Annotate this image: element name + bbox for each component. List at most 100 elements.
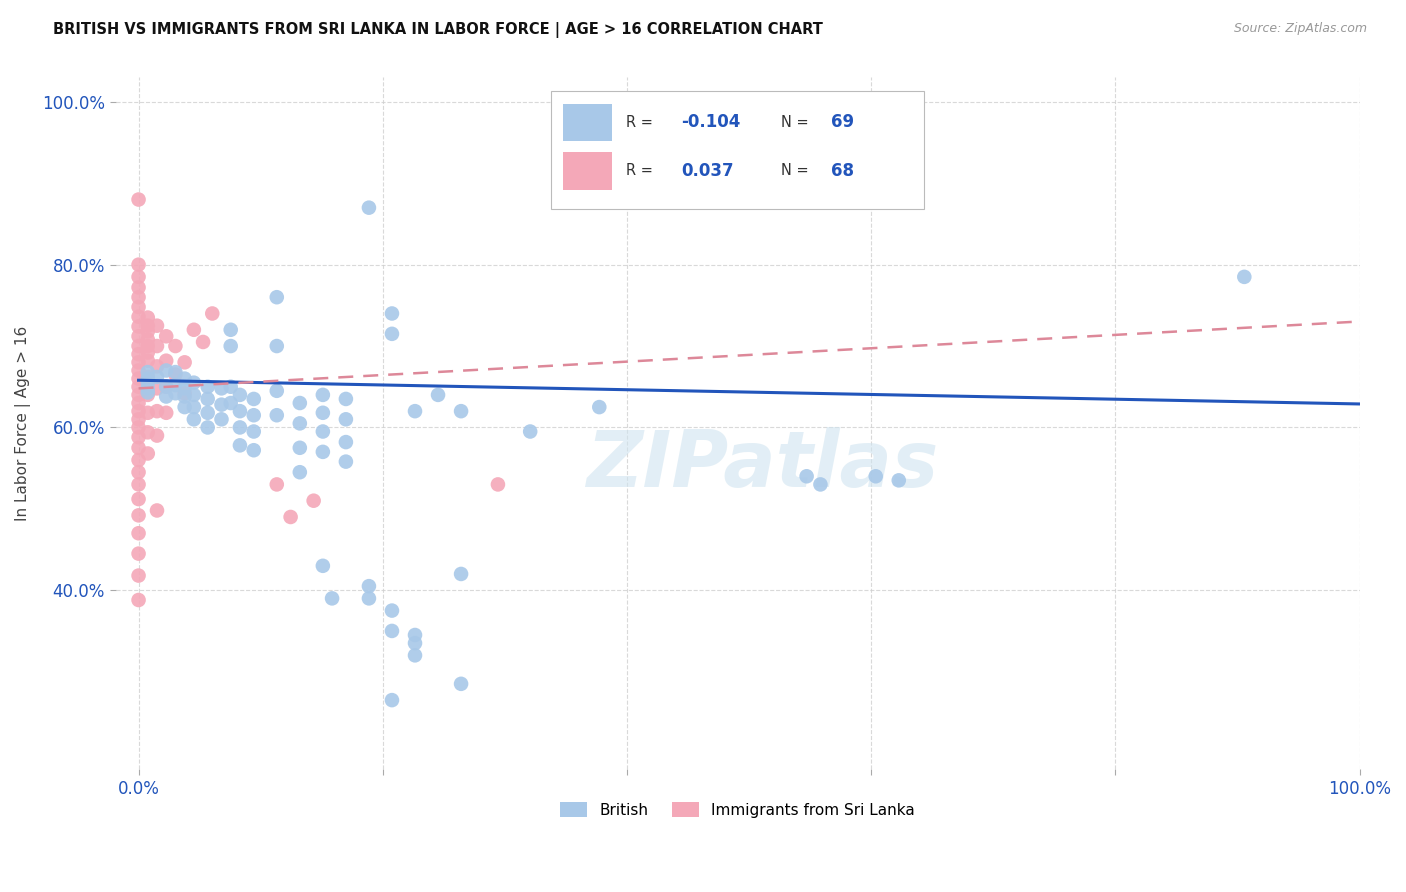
Text: N =: N = [782, 163, 813, 178]
Point [404, 404, 426, 418]
Point [146, 318, 169, 333]
Point [183, 376, 205, 390]
Point [128, 396, 150, 410]
Point [155, 353, 177, 368]
Point [197, 420, 219, 434]
Point [266, 409, 288, 423]
Point [128, 371, 150, 385]
Point [128, 404, 150, 418]
Point [357, 591, 380, 606]
Point [335, 392, 357, 406]
Point [173, 381, 195, 395]
FancyBboxPatch shape [564, 103, 612, 141]
Point [865, 469, 887, 483]
Point [588, 400, 610, 414]
Point [197, 392, 219, 406]
Point [136, 339, 159, 353]
Point [173, 386, 195, 401]
Point [266, 339, 288, 353]
Point [229, 404, 252, 418]
Legend: British, Immigrants from Sri Lanka: British, Immigrants from Sri Lanka [554, 796, 921, 824]
Point [357, 579, 380, 593]
Y-axis label: In Labor Force | Age > 16: In Labor Force | Age > 16 [15, 326, 31, 521]
Text: 68: 68 [831, 161, 853, 180]
Point [128, 193, 150, 207]
Point [357, 201, 380, 215]
Point [165, 386, 187, 401]
Point [796, 469, 818, 483]
Point [427, 388, 450, 402]
Point [155, 363, 177, 377]
Point [219, 323, 242, 337]
Point [155, 380, 177, 394]
Point [128, 300, 150, 314]
Text: R =: R = [626, 163, 657, 178]
Point [128, 547, 150, 561]
Point [128, 355, 150, 369]
Point [173, 355, 195, 369]
Text: R =: R = [626, 115, 657, 130]
Point [201, 306, 224, 320]
Point [136, 446, 159, 460]
Point [155, 390, 177, 404]
Point [183, 412, 205, 426]
Point [136, 318, 159, 333]
Point [302, 493, 325, 508]
Point [128, 465, 150, 479]
Point [242, 425, 264, 439]
Point [128, 347, 150, 361]
Point [1233, 269, 1256, 284]
Point [136, 310, 159, 325]
Point [183, 400, 205, 414]
Point [136, 325, 159, 339]
Point [128, 258, 150, 272]
Point [404, 648, 426, 663]
Point [242, 443, 264, 458]
Point [173, 371, 195, 385]
Point [165, 365, 187, 379]
Point [128, 319, 150, 334]
Point [146, 339, 169, 353]
Point [381, 604, 404, 618]
Point [211, 381, 233, 395]
Point [165, 339, 187, 353]
Point [229, 388, 252, 402]
Point [128, 477, 150, 491]
Point [810, 477, 832, 491]
Text: ZIPatlas: ZIPatlas [586, 427, 939, 503]
Point [136, 406, 159, 420]
Point [191, 334, 214, 349]
Point [128, 491, 150, 506]
Point [128, 430, 150, 444]
Point [312, 388, 335, 402]
Text: 0.037: 0.037 [682, 161, 734, 180]
FancyBboxPatch shape [551, 91, 924, 209]
Point [280, 510, 302, 524]
Point [288, 441, 311, 455]
Point [128, 453, 150, 467]
Point [128, 441, 150, 455]
Point [146, 370, 169, 384]
Text: N =: N = [782, 115, 813, 130]
Point [173, 390, 195, 404]
Point [519, 425, 541, 439]
Point [229, 438, 252, 452]
Point [136, 388, 159, 402]
Point [312, 425, 335, 439]
Point [128, 508, 150, 523]
Point [136, 385, 159, 400]
Point [312, 558, 335, 573]
Point [288, 417, 311, 431]
Point [486, 477, 509, 491]
Point [128, 388, 150, 402]
Point [136, 370, 159, 384]
Point [146, 381, 169, 395]
Point [165, 368, 187, 382]
Point [887, 474, 910, 488]
Point [242, 392, 264, 406]
Point [155, 380, 177, 394]
Point [128, 420, 150, 434]
Point [128, 339, 150, 353]
Point [183, 323, 205, 337]
Point [219, 380, 242, 394]
